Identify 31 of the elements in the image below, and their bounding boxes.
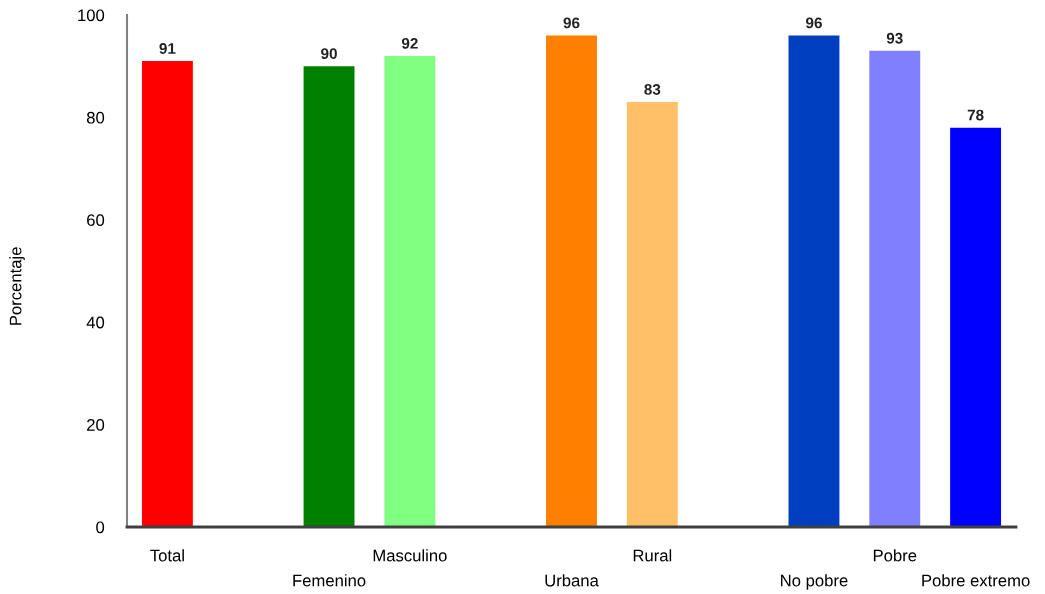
x-tick-label: Rural <box>633 549 672 562</box>
x-tick-label: Pobre extremo <box>922 574 1030 587</box>
y-tick-label: 0 <box>96 521 105 534</box>
x-tick-label: Urbana <box>545 574 599 587</box>
bar <box>546 35 597 527</box>
bar <box>869 50 921 527</box>
y-tick-label: 80 <box>86 111 105 124</box>
bar <box>788 35 840 527</box>
y-tick-label: 20 <box>87 419 105 431</box>
y-axis-title: Porcentaje <box>9 247 25 325</box>
x-tick-label: Femenino <box>293 574 366 587</box>
x-tick-label: No pobre <box>781 574 848 590</box>
data-label: 96 <box>563 17 580 29</box>
y-tick-label: 60 <box>87 214 105 226</box>
bar <box>384 55 436 527</box>
bar <box>950 127 1002 527</box>
data-label: 91 <box>159 43 176 54</box>
bar <box>303 66 355 527</box>
y-tick-label: 40 <box>86 316 105 329</box>
data-label: 93 <box>886 32 903 44</box>
bar <box>141 61 193 527</box>
data-label: 78 <box>967 109 984 121</box>
data-label: 92 <box>401 37 418 49</box>
x-tick-label: Masculino <box>373 549 447 562</box>
x-tick-label: Total <box>150 549 184 562</box>
data-label: 90 <box>321 48 337 60</box>
bar <box>626 102 678 527</box>
data-label: 96 <box>805 17 822 29</box>
y-tick-label: 100 <box>78 9 105 22</box>
x-tick-label: Pobre <box>873 549 917 562</box>
data-label: 83 <box>644 84 661 95</box>
